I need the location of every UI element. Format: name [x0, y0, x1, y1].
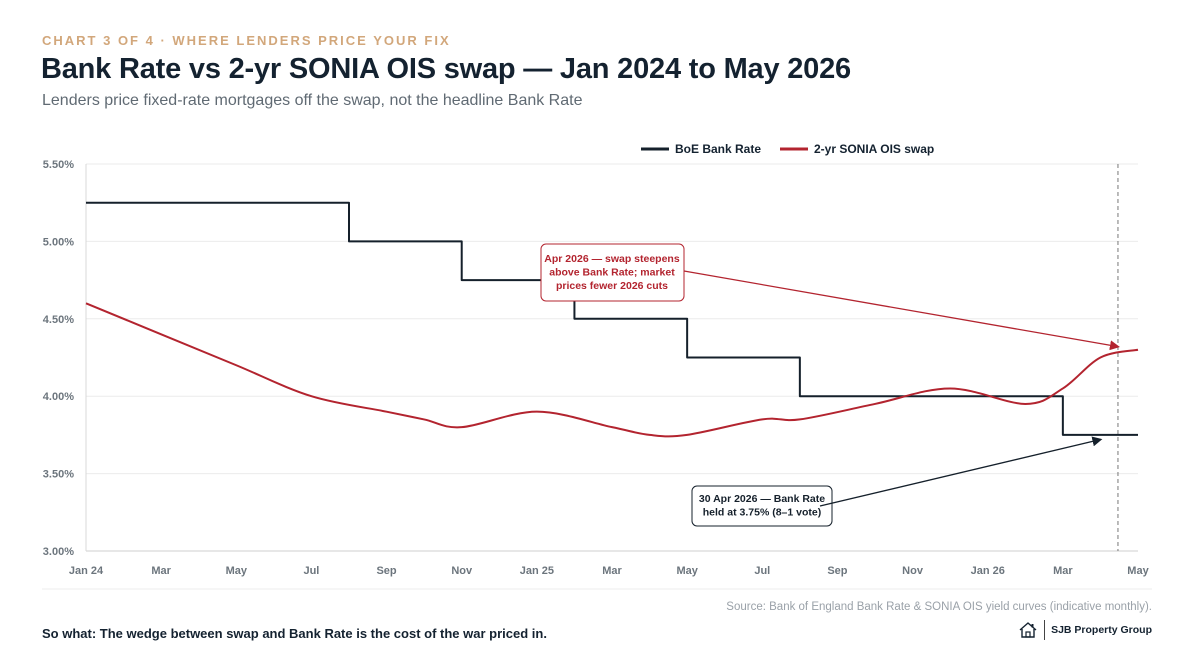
x-tick-label: Sep: [376, 565, 396, 577]
chart-subtitle: Lenders price fixed-rate mortgages off t…: [42, 92, 583, 109]
brand-mark: SJB Property Group: [1018, 620, 1152, 640]
annotation-text: prices fewer 2026 cuts: [556, 280, 668, 292]
chart-title: Bank Rate vs 2-yr SONIA OIS swap — Jan 2…: [41, 53, 851, 85]
x-tick-label: Jan 25: [520, 565, 554, 577]
brand-name: SJB Property Group: [1051, 624, 1152, 636]
annotation-text: held at 3.75% (8–1 vote): [703, 507, 821, 519]
y-tick-label: 5.00%: [43, 236, 74, 248]
legend-label: 2-yr SONIA OIS swap: [814, 142, 934, 156]
x-tick-label: Sep: [827, 565, 847, 577]
brand-divider: [1044, 620, 1046, 640]
x-tick-label: Jul: [303, 565, 319, 577]
x-tick-label: May: [676, 565, 698, 577]
x-tick-label: Nov: [902, 565, 924, 577]
y-tick-label: 4.00%: [43, 391, 74, 403]
x-tick-label: Mar: [151, 565, 171, 577]
x-tick-label: Nov: [451, 565, 473, 577]
series-line-sonia-swap: [85, 302, 1139, 438]
source-note: Source: Bank of England Bank Rate & SONI…: [726, 601, 1152, 613]
x-tick-label: Jan 24: [69, 565, 104, 577]
x-tick-label: Jul: [754, 565, 770, 577]
legend-label: BoE Bank Rate: [675, 142, 761, 156]
y-tick-label: 4.50%: [43, 314, 74, 326]
series-line-bank-rate: [86, 201, 1138, 436]
line-chart: 3.00% 3.50% 4.00% 4.50% 5.00% 5.50% Jan 24 Mar M…: [42, 142, 1152, 590]
x-tick-label: Mar: [1053, 565, 1073, 577]
annotation-text: Apr 2026 — swap steepens: [544, 253, 680, 265]
annotation-box: [691, 485, 833, 527]
annotation-text: above Bank Rate; market: [549, 267, 675, 279]
annotation-text: 30 Apr 2026 — Bank Rate: [699, 493, 825, 505]
y-tick-label: 3.50%: [43, 469, 74, 481]
annotation-box: [540, 243, 685, 302]
annotation-arrow: [683, 270, 1120, 351]
x-tick-label: Mar: [602, 565, 622, 577]
so-what-note: So what: The wedge between swap and Bank…: [42, 626, 547, 641]
y-tick-label: 5.50%: [43, 159, 74, 171]
x-tick-label: Jan 26: [971, 565, 1005, 577]
house-icon: [1019, 622, 1037, 638]
annotation-arrow: [819, 436, 1103, 507]
y-tick-label: 3.00%: [43, 546, 74, 558]
chart-kicker: CHART 3 OF 4 · WHERE LENDERS PRICE YOUR …: [42, 33, 451, 48]
x-tick-label: May: [226, 565, 248, 577]
x-tick-label: May: [1127, 565, 1149, 577]
